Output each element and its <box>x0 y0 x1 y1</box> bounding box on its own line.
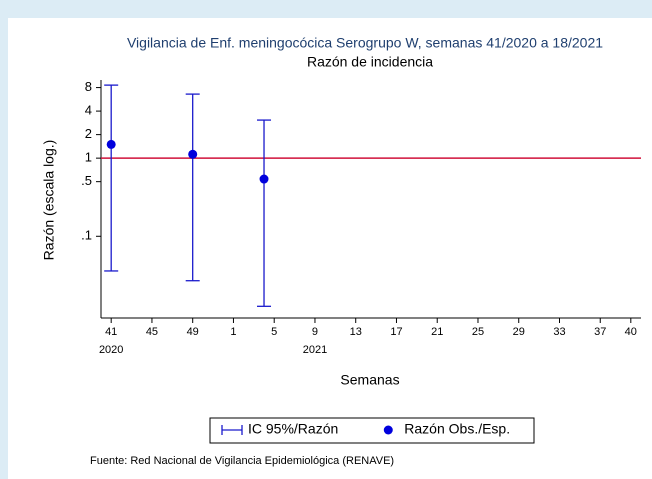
year-label: 2020 <box>99 344 123 356</box>
x-axis-title: Semanas <box>340 372 399 388</box>
legend-box <box>209 417 535 444</box>
x-tick-label: 49 <box>187 326 199 338</box>
y-tick-label: 1 <box>85 150 92 165</box>
x-tick-label: 33 <box>553 326 565 338</box>
point <box>106 139 116 149</box>
y-tick-label: .5 <box>81 173 92 188</box>
y-tick-label: .1 <box>81 228 92 243</box>
error-bar <box>185 93 200 282</box>
y-tick-label: 2 <box>85 126 92 141</box>
x-tick-label: 21 <box>431 326 443 338</box>
y-axis-title: Razón (escala log.) <box>41 140 57 261</box>
legend-label: Razón Obs./Esp. <box>404 421 510 437</box>
x-tick-label: 9 <box>312 326 318 338</box>
x-tick-label: 1 <box>230 326 236 338</box>
x-tick-label: 5 <box>271 326 277 338</box>
error-bar <box>104 84 119 272</box>
y-tick-label: 4 <box>85 103 92 118</box>
x-tick-label: 45 <box>146 326 158 338</box>
legend-key <box>383 425 393 435</box>
x-tick-label: 13 <box>350 326 362 338</box>
y-tick-label: 8 <box>85 79 92 94</box>
point <box>188 149 198 159</box>
x-tick-label: 29 <box>513 326 525 338</box>
chart-background <box>8 18 652 479</box>
point <box>259 174 269 184</box>
source-note: Fuente: Red Nacional de Vigilancia Epide… <box>90 455 394 467</box>
x-tick-label: 25 <box>472 326 484 338</box>
x-tick-label: 40 <box>625 326 637 338</box>
legend-label: IC 95%/Razón <box>248 421 338 437</box>
x-tick-label: 37 <box>594 326 606 338</box>
chart-subtitle: Razón de incidencia <box>307 54 433 70</box>
chart-title: Vigilancia de Enf. meningocócica Serogru… <box>127 35 603 51</box>
x-tick-label: 41 <box>105 326 117 338</box>
error-bar <box>257 119 272 307</box>
x-tick-label: 17 <box>390 326 402 338</box>
year-label: 2021 <box>303 344 327 356</box>
